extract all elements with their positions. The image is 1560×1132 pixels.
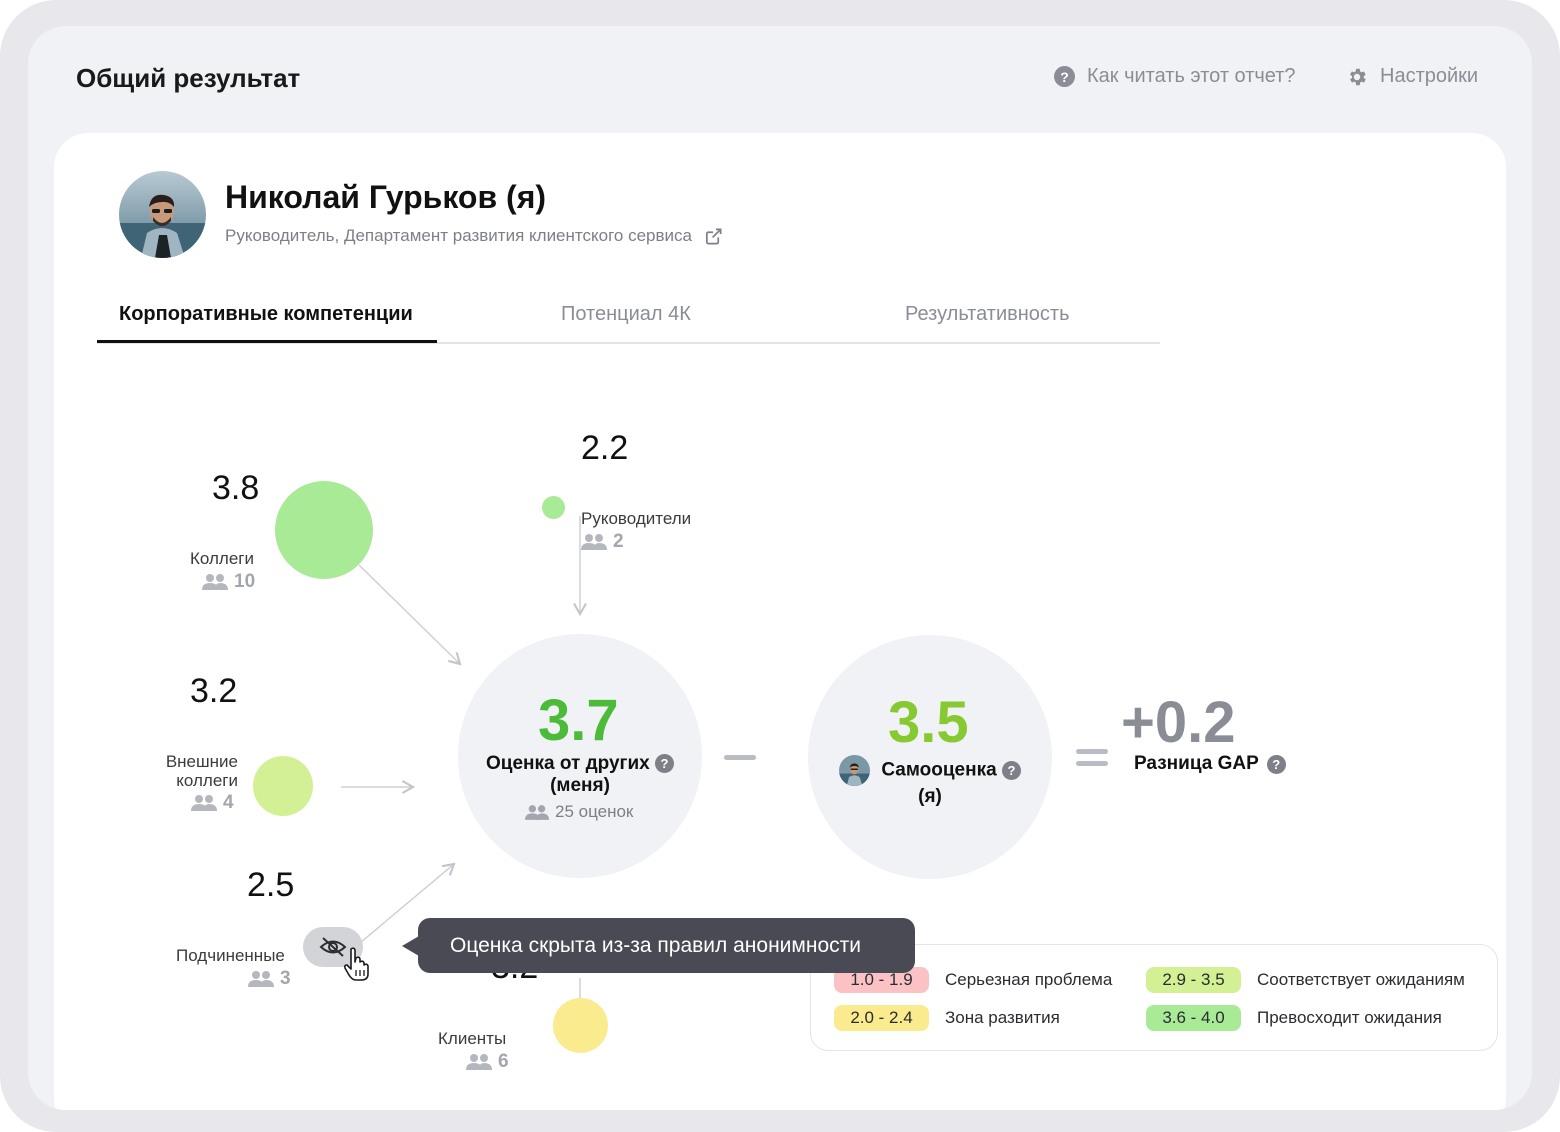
legend-item: 2.0 - 2.4 Зона развития [834,1005,1060,1031]
others-score-label: Оценка от других ? (меня) [458,753,702,797]
settings-link[interactable]: Настройки [1346,65,1478,88]
settings-link-label: Настройки [1380,65,1479,87]
external-label-line1: Внешние [165,752,238,771]
managers-score: 2.2 [581,429,629,467]
colleagues-bubble[interactable] [275,481,373,579]
others-label-line2: (меня) [550,775,610,796]
subordinates-count-value: 3 [280,968,291,989]
eye-off-icon [319,937,347,957]
help-link-label: Как читать этот отчет? [1087,65,1296,87]
legend-item: 3.6 - 4.0 Превосходит ожидания [1146,1005,1442,1031]
colleagues-score: 3.8 [212,469,260,507]
self-score-value: 3.5 [888,690,969,755]
gap-label-text: Разница GAP [1134,753,1259,774]
gap-label: Разница GAP ? [1134,753,1286,775]
tab-corporate-competencies[interactable]: Корпоративные компетенции [119,303,413,325]
managers-count-value: 2 [613,531,624,552]
legend-range: 2.9 - 3.5 [1146,967,1241,993]
clients-bubble[interactable] [553,998,608,1053]
help-icon[interactable]: ? [655,754,674,774]
help-icon[interactable]: ? [1001,761,1021,780]
clients-label: Клиенты [438,1029,507,1048]
people-icon [581,534,607,550]
score-legend: 1.0 - 1.9 Серьезная проблема 2.0 - 2.4 З… [810,944,1498,1051]
subordinates-score: 2.5 [247,866,295,904]
people-icon [525,804,549,820]
app-window: Общий результат ? Как читать этот отчет?… [28,26,1532,1110]
equals-sign-top [1076,749,1108,754]
self-label-line1: Самооценка [881,759,997,781]
legend-label: Зона развития [945,1008,1060,1027]
anonymity-tooltip: Оценка скрыта из-за правил анонимности [418,918,915,973]
legend-item: 1.0 - 1.9 Серьезная проблема [834,967,1112,993]
tooltip-arrow [402,936,419,956]
legend-range: 3.6 - 4.0 [1146,1005,1241,1031]
avatar-small [839,755,871,786]
gap-value: +0.2 [1121,690,1236,755]
profile-role: Руководитель, Департамент развития клиен… [225,226,723,246]
tab-performance[interactable]: Результативность [905,303,1070,325]
external-colleagues-score: 3.2 [190,672,238,710]
self-score-label: Самооценка ? (я) [808,755,1052,808]
people-icon [191,795,217,811]
legend-label: Превосходит ожидания [1257,1008,1442,1027]
managers-count: 2 [581,531,624,553]
external-colleagues-bubble[interactable] [253,756,313,816]
others-score-value: 3.7 [538,688,619,753]
profile-role-label: Руководитель, Департамент развития клиен… [225,226,692,245]
people-icon [466,1054,492,1070]
external-colleagues-count: 4 [191,792,234,814]
report-card: Николай Гурьков (я) Руководитель, Департ… [54,133,1506,1110]
clients-count-value: 6 [498,1051,509,1072]
avatar [119,171,206,258]
profile-name: Николай Гурьков (я) [225,179,547,215]
equals-sign-bottom [1076,761,1108,766]
clients-count: 6 [466,1051,509,1073]
legend-range: 2.0 - 2.4 [834,1005,929,1031]
tab-bar: Корпоративные компетенции Потенциал 4К Р… [97,293,1160,344]
colleagues-label: Коллеги [190,549,254,568]
external-link-icon[interactable] [704,227,723,246]
others-count-value: 25 оценок [555,802,634,821]
hand-pointer-icon [343,947,369,981]
colleagues-count-value: 10 [234,571,256,592]
help-icon[interactable]: ? [1266,754,1286,774]
legend-item: 2.9 - 3.5 Соответствует ожиданиям [1146,967,1465,993]
legend-label: Серьезная проблема [945,970,1113,989]
help-link[interactable]: ? Как читать этот отчет? [1054,65,1296,88]
people-icon [202,574,228,590]
tab-potential-4k[interactable]: Потенциал 4К [561,303,691,325]
managers-bubble[interactable] [542,496,565,519]
legend-label: Соответствует ожиданиям [1257,970,1465,989]
results-diagram: 3.8 Коллеги 10 2.2 Руководители 2 3.2 Вн… [54,133,1506,1110]
gear-icon [1350,68,1366,85]
external-label-line2: коллеги [176,771,238,790]
managers-label: Руководители [581,509,692,528]
active-tab-indicator [97,340,437,343]
subordinates-label: Подчиненные [176,946,285,965]
self-label-line2: (я) [918,786,942,807]
subordinates-count: 3 [248,968,291,990]
external-colleagues-count-value: 4 [223,792,234,813]
people-icon [248,971,274,987]
colleagues-count: 10 [202,571,255,593]
others-label-line1: Оценка от других [486,753,650,774]
question-icon: ? [1054,66,1075,87]
minus-sign [724,755,756,760]
others-count: 25 оценок [525,802,633,822]
page-title: Общий результат [76,63,301,93]
external-colleagues-label: Внешние коллеги [162,752,238,790]
